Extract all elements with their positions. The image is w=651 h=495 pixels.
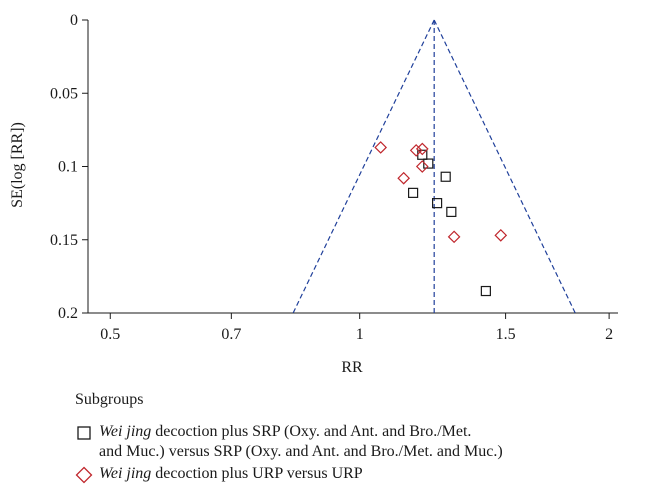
legend-item-text-line2: and Muc.) versus SRP (Oxy. and Ant. and … (99, 443, 503, 460)
diamond-point (374, 141, 388, 154)
diamond-point (494, 229, 508, 242)
y-tick-label: 0 (70, 12, 78, 29)
lower-confidence-limit-line (292, 19, 435, 314)
y-tick-label: 0.15 (50, 232, 78, 249)
legend: Subgroups Wei jing decoction plus SRP (O… (75, 390, 645, 486)
diamond-point (415, 142, 429, 156)
x-tick-label: 0.7 (221, 326, 241, 343)
diamond-point (415, 160, 429, 173)
legend-title: Subgroups (75, 391, 144, 408)
legend-item-italic: Wei jing (99, 465, 152, 482)
upper-confidence-limit-line (433, 19, 576, 314)
legend-item-italic: Wei jing (99, 423, 152, 440)
x-tick-label: 0.5 (100, 326, 120, 343)
square-point (480, 285, 491, 297)
y-tick-label: 0.05 (50, 85, 78, 102)
legend-item-diamond: Wei jing decoction plus URP versus URP (75, 464, 645, 484)
x-tick-label: 1 (356, 326, 364, 343)
square-marker-icon (77, 426, 91, 440)
square-point (446, 206, 457, 218)
square-point (423, 158, 434, 169)
y-tick-label: 0.1 (58, 159, 78, 176)
plot-area (87, 19, 618, 314)
diamond-point (397, 171, 411, 185)
square-point (431, 198, 443, 209)
diamond-point (447, 230, 461, 244)
legend-item-text-line1: decoction plus URP versus URP (151, 465, 363, 482)
funnel-plot: 0 0.05 0.1 0.15 0.2 0.5 0.7 1 1.5 2 SE(log [RR])… (9, 12, 618, 376)
x-axis-ticks: 0.5 0.7 1 1.5 2 (100, 313, 613, 343)
y-axis-ticks: 0 0.05 0.1 0.15 0.2 (50, 12, 88, 322)
diamond-point (409, 144, 423, 157)
legend-item-text-line1: decoction plus SRP (Oxy. and Ant. and Br… (151, 423, 472, 440)
y-tick-label: 0.2 (58, 305, 78, 322)
x-tick-label: 1.5 (496, 326, 516, 343)
x-tick-label: 2 (605, 326, 613, 343)
x-axis-title: RR (341, 359, 363, 376)
y-axis-title: SE(log [RR]) (9, 122, 26, 208)
square-point (440, 171, 451, 182)
diamond-marker-icon (75, 466, 93, 484)
legend-item-square: Wei jing decoction plus SRP (Oxy. and An… (75, 422, 645, 462)
square-point (407, 187, 419, 198)
